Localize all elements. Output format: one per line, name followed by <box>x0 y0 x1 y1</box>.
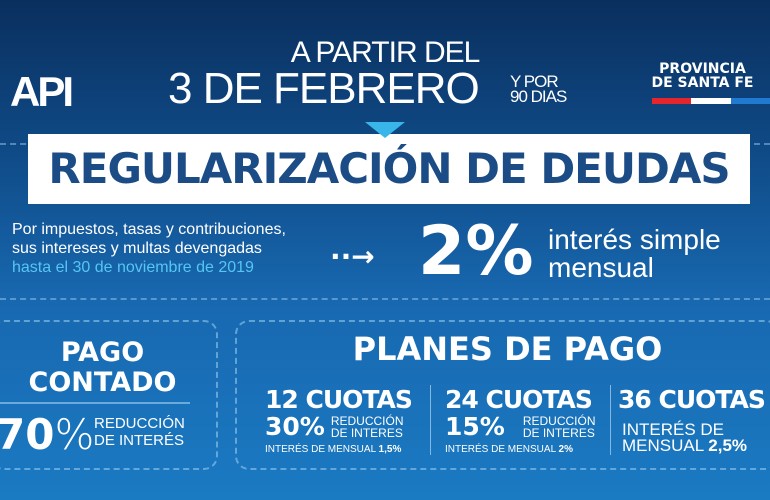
description-line1: Por impuestos, tasas y contribuciones, <box>12 221 286 238</box>
plan-interest: INTERÉS DE MENSUAL 1,5% <box>265 444 412 455</box>
rate-label: interés simple mensual <box>548 226 721 282</box>
province-logo: PROVINCIA DE SANTA FE <box>640 62 765 90</box>
plan-interest-label: INTERÉS DE MENSUAL <box>265 444 376 455</box>
plan-red2: DE INTERES <box>330 425 403 440</box>
column-divider <box>610 385 611 455</box>
plan-interest-value: 1,5% <box>378 444 402 455</box>
rate-value: 2% <box>418 212 534 291</box>
plan-red1: REDUCCIÓN <box>522 413 596 428</box>
description-line2: sus intereses y multas devengadas <box>12 240 262 257</box>
cash-value: 70 <box>0 410 55 459</box>
plan-name: 36 CUOTAS <box>618 385 766 414</box>
plan-reduction: 30% <box>265 412 325 441</box>
plan-red2: DE INTERES <box>522 425 595 440</box>
cash-title-line1: PAGO <box>60 337 145 368</box>
rate-label-line1: interés simple <box>548 224 721 255</box>
plans-title: PLANES DE PAGO <box>352 330 663 368</box>
plan-24: 24 CUOTAS 15% REDUCCIÓN DE INTERES INTERÉS… <box>445 385 596 455</box>
api-logo: API <box>10 68 74 115</box>
plan-name: 24 CUOTAS <box>445 385 593 414</box>
province-line1: PROVINCIA <box>659 61 746 77</box>
description-deadline: hasta el 30 de noviembre de 2019 <box>12 259 254 276</box>
header-line1: A PARTIR DEL <box>290 36 481 69</box>
cash-title: PAGO CONTADO <box>0 338 205 398</box>
header-date: 3 DE FEBRERO <box>168 64 480 113</box>
plans-box <box>235 320 770 470</box>
plan-36: 36 CUOTAS INTERÉS DE MENSUAL 2,5% <box>618 385 766 455</box>
banner-title: REGULARIZACIÓN DE DEUDAS <box>28 134 750 204</box>
plan-interest: INTERÉS DE MENSUAL 2% <box>445 444 596 455</box>
plan-interest-line1: INTERÉS DE <box>622 420 725 439</box>
plan-name: 12 CUOTAS <box>265 385 413 414</box>
province-flag <box>652 98 770 104</box>
cash-box <box>0 320 218 470</box>
arrow-right-icon: ··→ <box>330 240 375 273</box>
plan-red1: REDUCCIÓN <box>330 413 404 428</box>
duration-line2: 90 DIAS <box>510 87 567 106</box>
plan-12: 12 CUOTAS 30% REDUCCIÓN DE INTERES INTERÉS… <box>265 385 413 455</box>
description: Por impuestos, tasas y contribuciones, s… <box>12 220 286 277</box>
header-duration: Y POR 90 DIAS <box>510 72 567 106</box>
cash-reduction: 70% <box>0 410 94 459</box>
cash-reduction-label: REDUCCIÓN DE INTERÉS <box>94 415 185 449</box>
plan-interest-value: 2% <box>558 444 573 455</box>
column-divider <box>430 385 431 455</box>
cash-label-line2: DE INTERÉS <box>94 432 185 449</box>
divider <box>0 298 770 300</box>
plan-interest-label: INTERÉS DE MENSUAL <box>445 444 556 455</box>
rate-label-line2: mensual <box>548 252 654 283</box>
plan-interest-line2: MENSUAL <box>622 436 704 455</box>
cash-percent: % <box>54 410 95 459</box>
cash-label-line1: REDUCCIÓN <box>94 415 185 432</box>
cash-divider <box>0 402 190 404</box>
cash-title-line2: CONTADO <box>28 367 177 398</box>
province-line2: DE SANTA FE <box>651 75 754 91</box>
duration-line1: Y POR <box>510 72 559 91</box>
plan-interest-value: 2,5% <box>708 436 748 455</box>
triangle-pointer-icon <box>365 122 405 138</box>
plan-reduction: 15% <box>445 412 505 441</box>
